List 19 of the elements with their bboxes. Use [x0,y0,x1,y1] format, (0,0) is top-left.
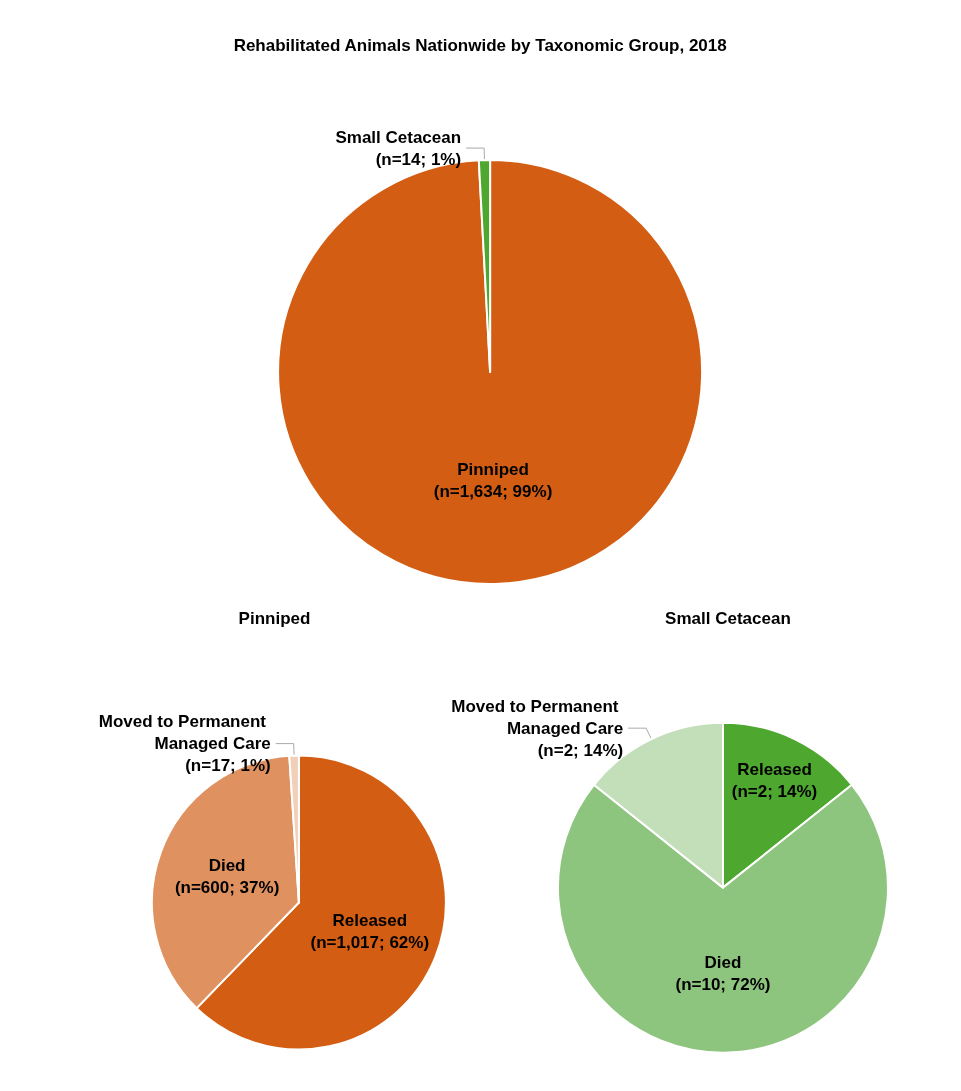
slice-label: Died [208,855,246,875]
data-label: (n=2; 14%) [537,740,624,760]
data-label: (n=600; 37%) [174,877,280,897]
chart-title: Small Cetacean [665,609,791,628]
data-label: (n=10; 72%) [675,974,771,994]
data-label: (n=1,017; 62%) [310,932,430,952]
chart-title: Rehabilitated Animals Nationwide by Taxonomic Group, 2018 [233,36,727,55]
chart-title: Pinniped [238,609,311,628]
data-label: (n=14; 1%) [375,149,462,169]
data-label: (n=17; 1%) [185,756,271,776]
slice-label: Moved to Permanent Managed Care [451,696,624,738]
slice-label: Died [704,952,742,972]
slice-label: Small Cetacean [335,127,462,147]
data-label: (n=1,634; 99%) [433,482,553,502]
data-label: (n=2; 14%) [731,782,818,802]
slice-label: Pinniped [457,460,529,480]
slice-label: Released [332,910,408,930]
slice-label: Moved to Permanent Managed Care [98,712,271,754]
slice-label: Released [737,760,812,780]
